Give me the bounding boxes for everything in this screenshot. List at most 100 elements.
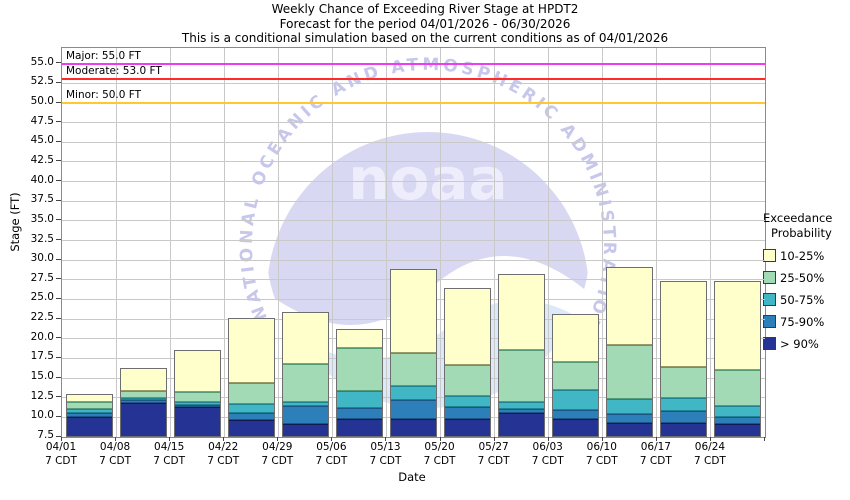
x-tick-label: 05/06 7 CDT (315, 441, 347, 468)
y-tick-label: 52.5 (30, 75, 54, 88)
x-tick-label: 05/20 7 CDT (424, 441, 456, 468)
legend-item: 10-25% (763, 249, 850, 263)
legend-title-line2: Probability (771, 225, 832, 240)
legend-item: 75-90% (763, 315, 850, 329)
x-gridline (710, 48, 712, 437)
x-tick-label: 04/08 7 CDT (99, 441, 131, 468)
x-tick-mark (655, 437, 657, 441)
y-tick-mark (56, 199, 61, 201)
x-gridline (440, 48, 442, 437)
y-tick-label: 17.5 (30, 350, 54, 363)
x-tick-label: 06/10 7 CDT (586, 441, 618, 468)
x-tick-time: 7 CDT (531, 454, 564, 467)
x-tick-time: 7 CDT (261, 454, 294, 467)
x-tick-label: 05/27 7 CDT (478, 441, 510, 468)
y-tick-label: 25.0 (30, 291, 54, 304)
threshold-line-moderate (62, 78, 765, 81)
y-tick-mark (56, 435, 61, 437)
y-tick-label: 22.5 (30, 311, 54, 324)
legend-items: 10-25% 25-50% 50-75% 75-90% > 90% (763, 249, 850, 351)
x-tick-time: 7 CDT (207, 454, 240, 467)
legend-swatch (763, 249, 776, 263)
bar-outline (335, 329, 383, 437)
x-gridline (223, 48, 225, 437)
x-tick-label: 06/03 7 CDT (532, 441, 564, 468)
bar-outline (552, 313, 600, 437)
y-tick-label: 55.0 (30, 55, 54, 68)
x-tick-date: 06/03 (532, 441, 563, 453)
legend-label: 10-25% (780, 248, 825, 263)
legend-label: 50-75% (780, 292, 825, 307)
y-tick-mark (56, 239, 61, 241)
legend-swatch (763, 271, 776, 285)
y-tick-mark (56, 219, 61, 221)
legend-label: 25-50% (780, 270, 825, 285)
threshold-label-major: Major: 55.0 FT (66, 49, 141, 62)
threshold-label-moderate: Moderate: 53.0 FT (66, 65, 162, 78)
threshold-line-major (62, 62, 765, 65)
y-tick-label: 32.5 (30, 232, 54, 245)
x-tick-mark (277, 437, 279, 441)
y-tick-mark (56, 415, 61, 417)
bar-segment-2550 (606, 345, 654, 400)
x-gridline (115, 48, 117, 437)
legend: Exceedance Probability 10-25% 25-50% 50-75… (763, 211, 850, 351)
chart-note: This is a conditional simulation based o… (181, 31, 669, 46)
x-tick-date: 05/06 (316, 441, 347, 453)
x-tick-label: 06/24 7 CDT (694, 441, 726, 468)
x-gridline (548, 48, 550, 437)
x-tick-label: 04/01 7 CDT (45, 441, 77, 468)
bar-outline (444, 287, 492, 437)
x-tick-time: 7 CDT (153, 454, 186, 467)
x-tick-date: 06/24 (694, 441, 726, 453)
x-gridline (494, 48, 496, 437)
x-tick-label: 06/17 7 CDT (640, 441, 672, 468)
bar-outline (660, 281, 708, 437)
x-tick-time: 7 CDT (585, 454, 618, 467)
x-tick-date: 04/08 (99, 441, 131, 453)
x-tick-date: 04/22 (208, 441, 239, 453)
y-tick-mark (56, 356, 61, 358)
x-tick-label: 04/22 7 CDT (207, 441, 239, 468)
x-tick-mark (385, 437, 387, 441)
x-tick-mark (439, 437, 441, 441)
legend-label: 75-90% (780, 314, 825, 329)
y-tick-mark (56, 62, 61, 64)
x-tick-mark (169, 437, 171, 441)
x-tick-label: 04/29 7 CDT (261, 441, 293, 468)
threshold-label-minor: Minor: 50.0 FT (66, 89, 142, 102)
x-tick-time: 7 CDT (99, 454, 131, 467)
legend-swatch (763, 315, 776, 329)
bar-outline (498, 273, 546, 437)
x-tick-time: 7 CDT (315, 454, 348, 467)
x-tick-mark (223, 437, 225, 441)
y-tick-mark (56, 317, 61, 319)
y-tick-label: 42.5 (30, 153, 54, 166)
x-tick-mark (547, 437, 549, 441)
x-gridline (169, 48, 171, 437)
legend-item: > 90% (763, 337, 850, 351)
y-gridline (62, 82, 765, 84)
y-tick-label: 20.0 (30, 330, 54, 343)
x-tick-date: 04/01 (45, 441, 77, 453)
y-gridline (62, 181, 765, 183)
x-gridline (331, 48, 333, 437)
chart-title: Weekly Chance of Exceeding River Stage a… (271, 2, 579, 16)
y-gridline (62, 240, 765, 242)
x-tick-label: 05/13 7 CDT (370, 441, 402, 468)
y-tick-label: 10.0 (30, 409, 54, 422)
y-tick-label: 50.0 (30, 95, 54, 107)
y-gridline (62, 161, 765, 163)
x-tick-mark (709, 437, 711, 441)
y-tick-label: 45.0 (30, 134, 54, 147)
x-gridline (385, 48, 387, 437)
y-gridline (62, 220, 765, 222)
y-tick-mark (56, 278, 61, 280)
x-tick-time: 7 CDT (693, 454, 726, 467)
y-tick-mark (56, 160, 61, 162)
x-tick-date: 06/17 (640, 441, 671, 453)
x-tick-date: 05/27 (478, 441, 509, 453)
y-tick-label: 7.5 (37, 429, 54, 441)
noaa-wordmark: noaa (348, 145, 507, 213)
y-tick-mark (56, 258, 61, 260)
